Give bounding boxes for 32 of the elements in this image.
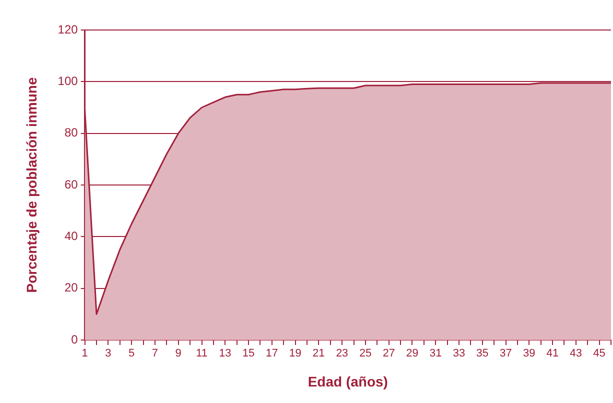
x-axis-title: Edad (años): [308, 373, 388, 390]
x-tick-label: 43: [570, 348, 582, 360]
x-tick-label: 21: [312, 348, 325, 360]
x-tick-label: 13: [219, 348, 232, 360]
x-tick-label: 11: [196, 348, 208, 360]
y-axis-title: Porcentaje de población inmune: [23, 77, 40, 293]
x-tick-label: 27: [382, 348, 395, 360]
x-tick-label: 39: [523, 348, 536, 360]
y-tick-label: 20: [64, 280, 78, 295]
x-tick-label: 9: [175, 348, 182, 360]
x-tick-label: 5: [128, 348, 135, 360]
y-tick-label: 40: [64, 228, 78, 243]
y-tick-label: 100: [58, 74, 78, 88]
x-tick-label: 17: [266, 348, 278, 360]
x-tick-label: 35: [476, 348, 489, 360]
x-tick-label: 7: [152, 348, 158, 360]
x-tick-label: 37: [500, 348, 512, 360]
x-tick-label: 3: [105, 348, 112, 360]
x-tick-label: 15: [242, 348, 255, 360]
y-tick-label: 0: [71, 332, 78, 346]
y-tick-label: 60: [64, 177, 78, 192]
y-tick-label: 120: [58, 22, 78, 36]
x-tick-label: 29: [406, 348, 418, 360]
x-tick-label: 19: [289, 348, 302, 360]
x-tick-label: 25: [359, 348, 372, 360]
x-tick-label: 33: [452, 348, 466, 360]
x-tick-label: 23: [336, 348, 348, 360]
x-tick-label: 45: [593, 348, 606, 360]
x-tick-label: 41: [546, 348, 559, 360]
x-tick-label: 31: [429, 348, 442, 360]
y-tick-label: 80: [64, 126, 78, 140]
x-tick-label: 1: [82, 348, 88, 360]
